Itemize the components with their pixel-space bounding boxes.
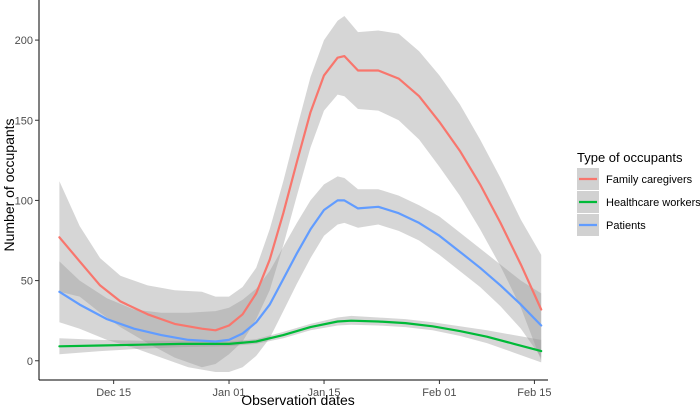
band-healthcare-workers (59, 315, 542, 363)
x-tick-label: Dec 15 (96, 387, 131, 399)
x-ticks: Dec 15 Jan 01 Jan 15 Feb 01 Feb 15 (96, 380, 552, 399)
y-tick-label: 150 (15, 115, 33, 127)
axes (38, 0, 548, 381)
legend-label: Healthcare workers (606, 197, 700, 209)
legend-label: Family caregivers (606, 174, 693, 186)
y-tick-label: 200 (15, 35, 33, 47)
legend-item-patients: Patients (577, 214, 646, 236)
x-tick-label: Feb 01 (422, 387, 456, 399)
legend-item-family-caregivers: Family caregivers (577, 168, 693, 190)
legend-label: Patients (606, 220, 646, 232)
band-patients (59, 176, 542, 372)
x-tick-label: Jan 15 (308, 387, 341, 399)
line-patients (58, 199, 543, 343)
y-tick-label: 50 (21, 276, 33, 288)
legend-item-healthcare-workers: Healthcare workers (577, 191, 700, 213)
legend-items: Family caregivers Healthcare workers Patie… (577, 168, 700, 236)
legend: Type of occupants Family caregivers Healt… (577, 150, 700, 236)
band-family-caregivers (59, 16, 542, 368)
line-healthcare-workers (58, 319, 543, 353)
series-lines (58, 54, 543, 353)
x-axis-title: Observation dates (241, 392, 355, 408)
line-family-caregivers (58, 54, 543, 332)
y-tick-label: 100 (15, 195, 33, 207)
y-axis-title: Number of occupants (1, 118, 17, 251)
legend-title: Type of occupants (577, 150, 683, 165)
y-ticks: 0 50 100 150 200 (15, 35, 39, 368)
x-tick-label: Feb 15 (517, 387, 551, 399)
confidence-bands (59, 16, 542, 372)
y-tick-label: 0 (27, 356, 33, 368)
x-tick-label: Jan 01 (213, 387, 246, 399)
